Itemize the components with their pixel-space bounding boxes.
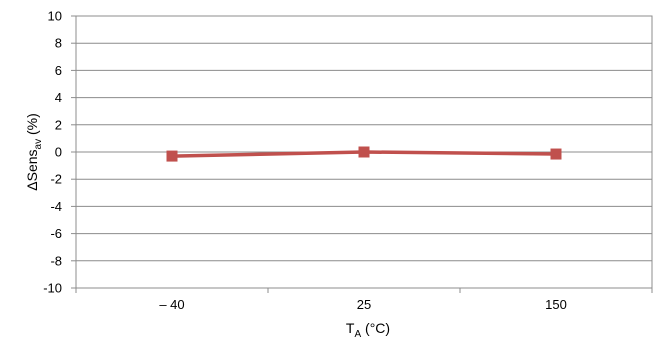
y-tick-label: -10 xyxy=(43,281,62,296)
data-point-marker xyxy=(358,146,370,158)
y-tick-label: -2 xyxy=(50,172,62,187)
x-tick-label: 150 xyxy=(545,297,567,312)
x-tick-label: – 40 xyxy=(159,297,184,312)
data-point-marker xyxy=(550,148,562,160)
y-tick-label: 6 xyxy=(55,63,62,78)
y-tick-label: 10 xyxy=(48,9,62,24)
series-group xyxy=(166,146,562,162)
y-tick-label: 8 xyxy=(55,36,62,51)
x-axis-title: TA (°C) xyxy=(346,320,390,340)
x-tick-label: 25 xyxy=(357,297,371,312)
y-axis-title: ΔSensav (%) xyxy=(24,113,44,191)
y-tick-label: -6 xyxy=(50,226,62,241)
y-tick-label: 0 xyxy=(55,145,62,160)
y-axis-ticks: 10 8 6 4 2 0 -2 -4 -6 -8 -10 xyxy=(43,9,76,296)
y-tick-label: -4 xyxy=(50,199,62,214)
x-axis-ticks: – 40 25 150 xyxy=(75,288,653,312)
data-point-marker xyxy=(166,150,178,162)
y-tick-label: -8 xyxy=(50,253,62,268)
y-tick-label: 4 xyxy=(55,90,62,105)
y-tick-label: 2 xyxy=(55,117,62,132)
